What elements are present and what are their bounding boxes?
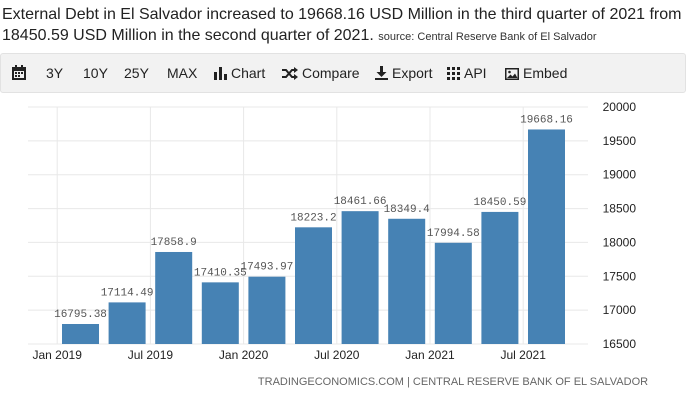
headline-text: External Debt in El Salvador increased t…	[2, 6, 682, 44]
chart-credit: TRADINGECONOMICS.COM | CENTRAL RESERVE B…	[258, 376, 648, 388]
x-tick-label: Jul 2019	[128, 348, 174, 362]
bars	[62, 129, 565, 344]
export-button-label: Export	[392, 65, 433, 81]
embed-button[interactable]: Embed	[505, 54, 567, 92]
bar[interactable]	[62, 323, 99, 344]
bar-value-label: 17994.58	[427, 228, 480, 240]
bar-value-label: 18450.59	[473, 197, 526, 209]
range-25y-button[interactable]: 25Y	[124, 65, 149, 81]
bar[interactable]	[248, 276, 286, 344]
y-axis-ticks: 16500 17000 17500 18000 18500 19000 19500 20000	[603, 100, 637, 351]
x-axis-ticks: Jan 2019 Jul 2019 Jan 2020 Jul 2020 Jan 2021…	[33, 348, 547, 362]
chart-toolbar: 3Y 10Y 25Y MAX Chart Compare Export API …	[0, 53, 686, 93]
y-tick-label: 20000	[603, 100, 637, 114]
y-tick-label: 19000	[603, 168, 637, 182]
image-icon	[505, 68, 519, 80]
y-tick-label: 18000	[603, 235, 637, 249]
y-tick-label: 18500	[603, 202, 637, 216]
shuffle-icon	[282, 67, 298, 80]
bar-value-label: 19668.16	[520, 114, 573, 126]
y-tick-label: 19500	[603, 134, 637, 148]
bar-value-label: 18223.2	[290, 212, 336, 224]
bar-value-label: 18349.4	[384, 204, 431, 216]
x-tick-label: Jul 2021	[501, 348, 547, 362]
bar-value-label: 17410.35	[194, 267, 247, 279]
grid-icon	[447, 67, 460, 80]
bar[interactable]	[341, 211, 379, 344]
x-tick-label: Jan 2019	[33, 348, 83, 362]
bar[interactable]	[155, 251, 193, 344]
bar[interactable]	[528, 129, 565, 344]
bar[interactable]	[201, 282, 239, 344]
y-tick-label: 17000	[603, 303, 637, 317]
download-icon	[375, 66, 388, 80]
y-tick-label: 16500	[603, 337, 637, 351]
bar[interactable]	[481, 211, 519, 344]
range-max-button[interactable]: MAX	[167, 65, 198, 81]
chart-button-label: Chart	[231, 65, 266, 81]
calendar-icon[interactable]	[12, 54, 30, 92]
headline-source: source: Central Reserve Bank of El Salva…	[378, 31, 597, 43]
bar[interactable]	[434, 242, 472, 344]
bar-value-label: 17493.97	[240, 262, 293, 274]
api-button-label: API	[464, 65, 487, 81]
bar-value-label: 17858.9	[151, 237, 197, 249]
compare-button[interactable]: Compare	[282, 54, 360, 92]
headline: External Debt in El Salvador increased t…	[2, 4, 688, 48]
compare-button-label: Compare	[302, 65, 360, 81]
y-tick-label: 17500	[603, 269, 637, 283]
bar-chart-icon	[214, 67, 227, 80]
bar-value-label: 16795.38	[54, 309, 107, 321]
x-tick-label: Jul 2020	[314, 348, 360, 362]
embed-button-label: Embed	[523, 65, 568, 81]
range-3y-button[interactable]: 3Y	[46, 65, 64, 81]
bar[interactable]	[108, 302, 146, 344]
x-tick-label: Jan 2020	[219, 348, 269, 362]
bar-value-label: 18461.66	[334, 196, 387, 208]
export-button[interactable]: Export	[375, 54, 432, 92]
api-button[interactable]: API	[447, 54, 487, 92]
bar[interactable]	[295, 227, 332, 344]
range-10y-button[interactable]: 10Y	[83, 65, 108, 81]
chart-button[interactable]: Chart	[214, 54, 265, 92]
bar-value-label: 17114.49	[101, 287, 154, 299]
x-tick-label: Jan 2021	[405, 348, 455, 362]
bar[interactable]	[388, 218, 426, 344]
